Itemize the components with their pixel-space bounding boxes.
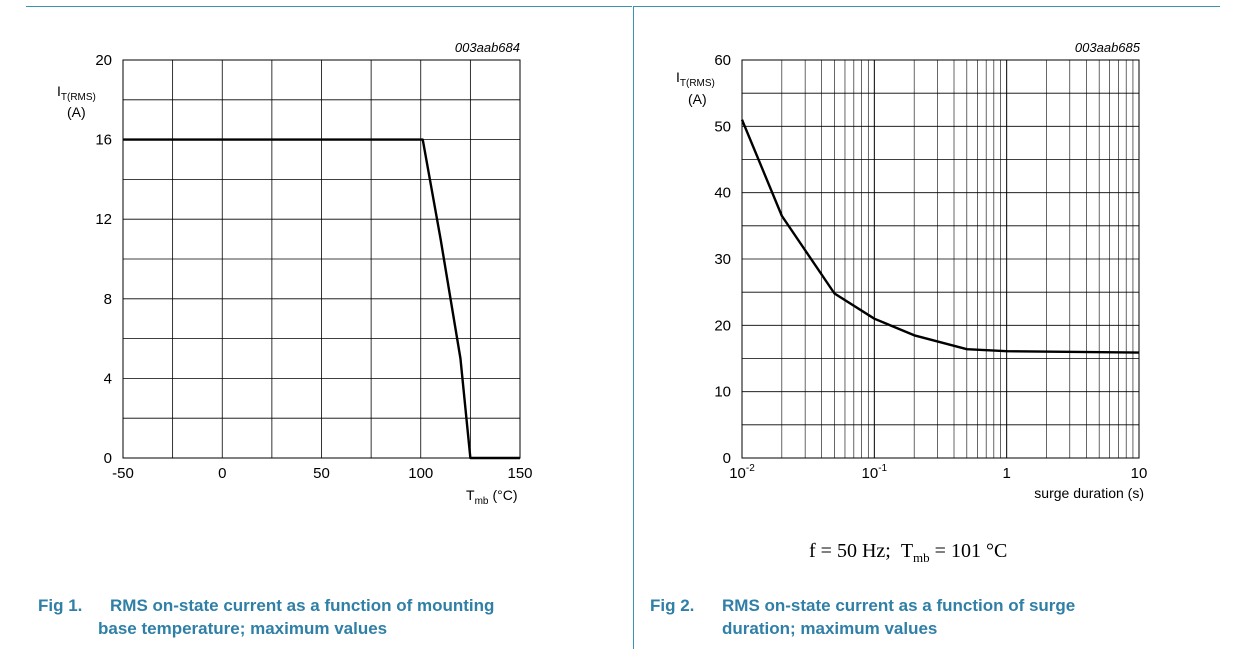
series-layer: [123, 138, 520, 460]
figure-number: Fig 2.: [650, 596, 695, 615]
y-tick-label: 40: [714, 185, 731, 202]
y-tick-label: 8: [104, 291, 112, 308]
x-tick-label: 150: [507, 465, 532, 482]
plot-frame: [122, 59, 521, 459]
x-tick-label: 10: [1131, 465, 1148, 482]
x-tick-label: 0: [218, 465, 226, 482]
y-tick-label: 50: [714, 118, 731, 135]
y-axis-unit: (A): [688, 91, 707, 107]
x-axis-label: Tmb (°C): [466, 487, 518, 507]
grid: [122, 59, 521, 459]
figure-id-code: 003aab684: [455, 40, 520, 55]
y-axis-label: IT(RMS): [57, 83, 96, 103]
caption-line-1: RMS on-state current as a function of mo…: [110, 596, 495, 615]
figure-1-caption: Fig 1. RMS on-state current as a functio…: [38, 594, 628, 644]
condition-t-main: T: [900, 540, 914, 562]
y-tick-label: 16: [95, 132, 112, 149]
figure-2-caption: Fig 2. RMS on-state current as a functio…: [650, 594, 1240, 644]
y-axis-label-main: I: [676, 69, 680, 85]
series-layer: [740, 119, 1140, 354]
x-tick-label: 10-2: [729, 463, 755, 482]
x-tick-label: 100: [408, 465, 433, 482]
figure-1-panel: -50 0 50 100 150 0 4 8 12 16 20 003aab684 IT(RMS) …: [26, 6, 632, 644]
y-tick-label: 60: [714, 52, 731, 69]
panel-divider: [633, 6, 634, 649]
x-axis-label-sub: mb: [475, 496, 489, 507]
chart-surge-duration: 10-2 10-1 1 10 0 10 20 30 40 50 60 003aab685 IT(RM…: [676, 40, 1147, 501]
condition-t-sub: mb: [913, 550, 930, 565]
y-tick-label: 30: [714, 251, 731, 268]
series-line: [123, 138, 520, 460]
y-tick-label: 12: [95, 211, 112, 228]
tick-labels: 10-2 10-1 1 10 0 10 20 30 40 50 60: [714, 52, 1147, 482]
series-line: [740, 119, 1140, 354]
figure-number: Fig 1.: [38, 596, 83, 615]
caption-line-2: base temperature; maximum values: [98, 619, 388, 638]
y-tick-label: 4: [104, 370, 112, 387]
y-tick-label: 20: [95, 52, 112, 69]
y-tick-label: 20: [714, 317, 731, 334]
panel-top-rule: [26, 6, 632, 7]
x-tick-label: 1: [1002, 465, 1010, 482]
y-axis-label-sub: T(RMS): [680, 78, 715, 89]
panel-top-rule: [634, 6, 1220, 7]
condition-text: f = 50 Hz; Tmb = 101 °C: [809, 540, 1007, 566]
y-tick-label: 0: [104, 450, 112, 467]
y-axis-label-sub: T(RMS): [61, 92, 96, 103]
x-tick-label: 50: [313, 465, 330, 482]
x-axis-label-main: T: [466, 487, 475, 503]
caption-line-2: duration; maximum values: [722, 619, 938, 638]
x-axis-label: surge duration (s): [1034, 485, 1144, 501]
figure-id-code: 003aab685: [1075, 40, 1141, 55]
condition-t-value: = 101 °C: [934, 540, 1008, 562]
grid: [741, 59, 1140, 459]
plot-frame: [741, 59, 1140, 459]
y-tick-label: 10: [714, 384, 731, 401]
x-tick-label: 10-1: [862, 463, 888, 482]
x-axis-unit: (°C): [492, 487, 517, 503]
condition-frequency: f = 50 Hz;: [809, 540, 891, 562]
y-axis-label: IT(RMS): [676, 69, 715, 89]
y-axis-unit: (A): [67, 104, 86, 120]
y-axis-label-main: I: [57, 83, 61, 99]
figure-2-panel: 10-2 10-1 1 10 0 10 20 30 40 50 60 003aab685 IT(RM…: [634, 0, 1248, 649]
x-tick-label: -50: [112, 465, 134, 482]
caption-line-1: RMS on-state current as a function of su…: [722, 596, 1076, 615]
y-tick-label: 0: [723, 450, 731, 467]
